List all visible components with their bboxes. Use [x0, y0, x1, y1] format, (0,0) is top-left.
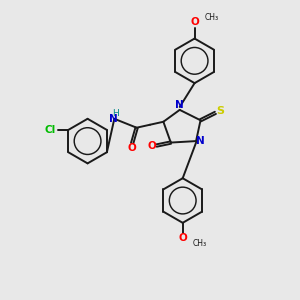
Text: N: N	[175, 100, 184, 110]
Text: CH₃: CH₃	[193, 238, 207, 247]
Text: O: O	[128, 143, 136, 153]
Text: CH₃: CH₃	[205, 13, 219, 22]
Text: N: N	[109, 114, 118, 124]
Text: O: O	[148, 140, 157, 151]
Text: O: O	[190, 17, 199, 27]
Text: N: N	[196, 136, 205, 146]
Text: Cl: Cl	[45, 125, 56, 135]
Text: H: H	[112, 109, 119, 118]
Text: O: O	[178, 233, 187, 243]
Text: S: S	[216, 106, 224, 116]
